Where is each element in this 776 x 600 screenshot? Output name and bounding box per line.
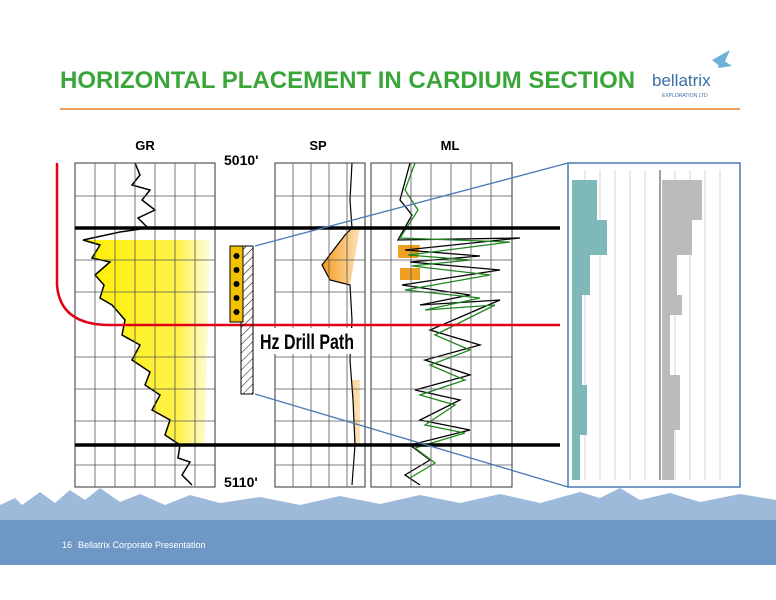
logo-subtitle: EXPLORATION LTD: [662, 93, 708, 99]
logo-text: bellatrix: [652, 71, 711, 90]
annotation: Hz Drill Path: [260, 331, 354, 354]
ml-curve-2: [398, 162, 511, 479]
well-path: [55, 163, 560, 327]
slide-title: HORIZONTAL PLACEMENT IN CARDIUM SECTION: [60, 67, 635, 94]
label-bg: [258, 328, 356, 354]
gr-curve: [82, 162, 193, 486]
ml-curve: [396, 162, 521, 486]
track-label: GR: [135, 138, 155, 153]
sp-fill: [322, 228, 360, 445]
depth-label: 5110': [224, 474, 258, 490]
perforations: [233, 253, 240, 315]
track-label: SP: [309, 138, 327, 153]
zoom-line: [254, 393, 569, 488]
zoom-line: [254, 162, 569, 247]
logo: bellatrix EXPLORATION LTD: [652, 50, 732, 99]
footer-text: Bellatrix Corporate Presentation: [78, 540, 206, 550]
sp-curve: [321, 162, 356, 486]
footer-band: [0, 520, 776, 565]
track-label: ML: [441, 138, 460, 153]
depth-label: 5010': [224, 152, 258, 168]
core-inset: [567, 162, 741, 488]
page-number: 16: [62, 540, 72, 550]
gr-fill: [83, 240, 210, 445]
